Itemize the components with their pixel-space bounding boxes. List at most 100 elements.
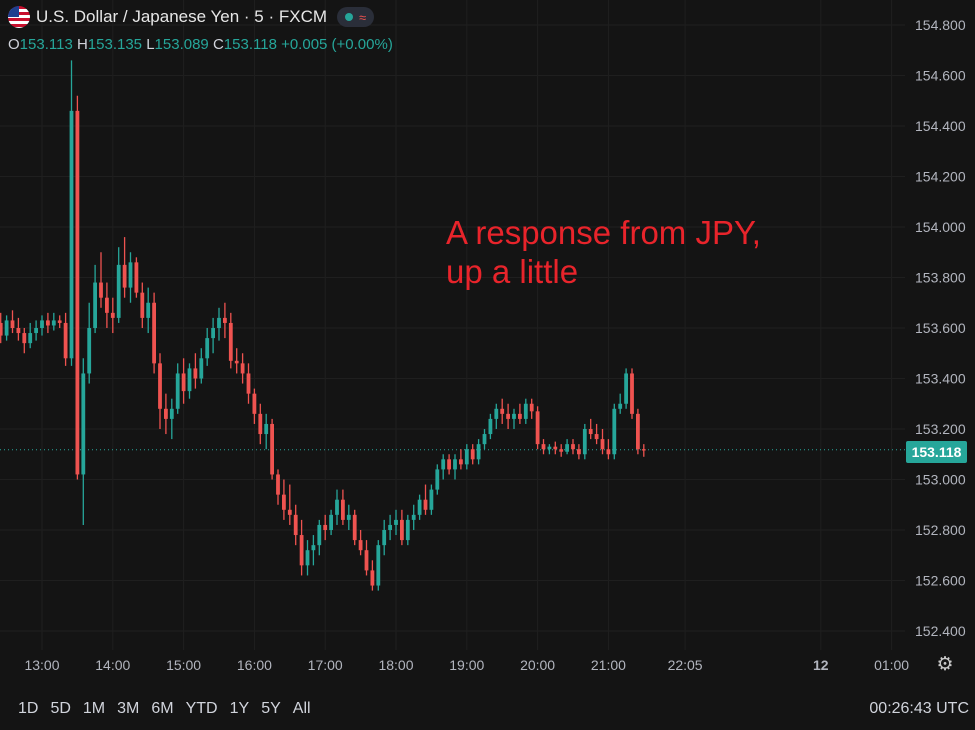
candle (547, 444, 552, 455)
candle (175, 363, 180, 414)
chart-header: U.S. Dollar / Japanese Yen · 5 · FXCM ≈ (8, 6, 375, 28)
candle (46, 312, 50, 334)
timeframe-button-ytd[interactable]: YTD (185, 700, 218, 717)
status-pill[interactable]: ≈ (337, 7, 375, 27)
price-axis[interactable]: 154.800 154.600 154.400 154.200 154.000 153.8… (915, 17, 966, 639)
timeframe-button-all[interactable]: All (292, 700, 311, 717)
candle-body (81, 373, 86, 475)
candle (299, 519, 304, 576)
open-label: O (8, 36, 20, 53)
candle (234, 348, 239, 374)
candle (500, 398, 505, 424)
candle-body (105, 297, 109, 313)
timeframe-bar: 1D 5D 1M 3M 6M YTD 1Y 5Y All (12, 694, 317, 724)
candle-body (146, 302, 151, 318)
candle-body (240, 363, 245, 374)
candle (22, 328, 27, 354)
candle-body (335, 499, 339, 515)
candle-body (577, 449, 581, 455)
candle (565, 439, 569, 455)
price-tick-label: 152.400 (915, 623, 966, 639)
candle (276, 469, 280, 505)
candle (411, 504, 416, 530)
candle-body (612, 408, 617, 455)
candle (57, 315, 62, 328)
time-tick-label: 15:00 (166, 657, 201, 673)
candle-body (152, 302, 156, 364)
ohlc-readout: O153.113 H153.135 L153.089 C153.118 +0.0… (8, 36, 393, 53)
candle-body (57, 320, 62, 323)
timeframe-button-1y[interactable]: 1Y (229, 700, 250, 717)
candle (122, 237, 127, 298)
candle-body (311, 545, 316, 551)
candle (152, 292, 156, 374)
candle (134, 257, 139, 298)
candle (323, 514, 328, 541)
timeframe-button-1m[interactable]: 1M (82, 700, 106, 717)
candle (51, 312, 56, 331)
candle (335, 489, 339, 525)
time-tick-label: 21:00 (591, 657, 626, 673)
candle (211, 317, 215, 354)
open-value: 153.113 (19, 36, 73, 53)
candle-body (193, 368, 198, 379)
candle (352, 509, 357, 546)
candle-body (535, 411, 540, 445)
candles-layer (0, 60, 646, 591)
timeframe-button-6m[interactable]: 6M (151, 700, 174, 717)
candle (482, 429, 487, 450)
candle (199, 348, 204, 384)
candle (506, 403, 510, 429)
candle (358, 530, 363, 556)
candle-body (606, 449, 611, 455)
candle (305, 540, 310, 576)
time-axis[interactable]: 13:00 14:00 15:00 16:00 17:00 18:00 19:00 20:00… (24, 657, 909, 673)
price-tick-label: 154.000 (915, 219, 966, 235)
candle-body (506, 413, 510, 419)
candle-body (582, 429, 587, 455)
candle-body (459, 459, 463, 465)
candle (205, 328, 210, 366)
candle (164, 393, 168, 435)
utc-clock[interactable]: 00:26:43 UTC (869, 700, 969, 717)
candle (240, 353, 245, 384)
candle-body (110, 312, 115, 318)
symbol-title[interactable]: U.S. Dollar / Japanese Yen · 5 · FXCM (36, 7, 328, 26)
price-tick-label: 154.400 (915, 118, 966, 134)
candle-body (600, 439, 605, 450)
candle-body (223, 317, 227, 323)
timeframe-button-5y[interactable]: 5Y (261, 700, 281, 717)
candle (600, 429, 605, 455)
candle-body (305, 550, 310, 566)
candle-body (122, 264, 127, 288)
candle-body (423, 499, 428, 510)
candle-body (494, 408, 499, 419)
candle-body (411, 514, 416, 520)
candle (417, 494, 422, 520)
timeframe-button-3m[interactable]: 3M (117, 700, 140, 717)
timeframe-button-1d[interactable]: 1D (18, 700, 39, 717)
candle (93, 264, 97, 334)
candle-body (370, 570, 375, 586)
candle (282, 479, 286, 520)
timeframe-button-5d[interactable]: 5D (50, 700, 71, 717)
candle-body (34, 328, 38, 334)
candle (329, 509, 333, 536)
price-tick-label: 154.200 (915, 169, 966, 185)
settings-gear-icon[interactable]: ⚙ (936, 654, 954, 675)
candle (494, 403, 499, 429)
candle (287, 484, 292, 525)
candle-body (541, 444, 546, 450)
candle-body (400, 519, 404, 541)
candle (370, 560, 375, 591)
candle-body (594, 434, 599, 440)
candle-body (228, 322, 233, 361)
candle (453, 454, 457, 480)
candle-body (16, 328, 21, 334)
candle (252, 388, 257, 424)
candle-body (69, 110, 74, 359)
candle-body (624, 373, 628, 404)
candle (258, 403, 263, 445)
candle (40, 315, 44, 336)
